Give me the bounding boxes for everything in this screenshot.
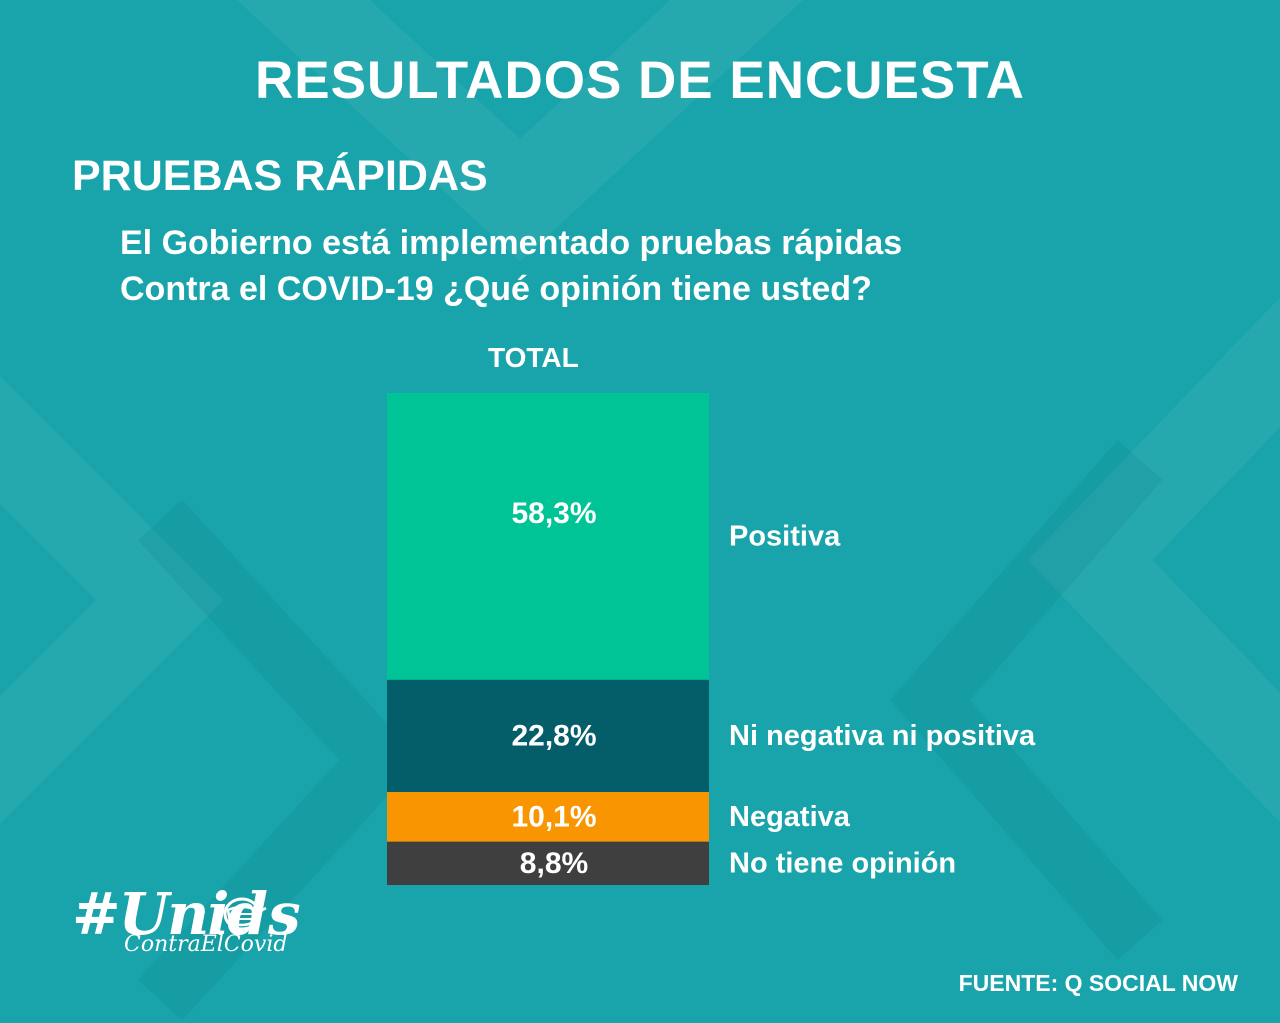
page-title: RESULTADOS DE ENCUESTA: [255, 51, 1025, 110]
bar-segment-ni-negativa-ni-positiva: [387, 679, 709, 793]
legend-label-no-tiene-opinion: No tiene opinión: [729, 847, 956, 879]
data-label-no-tiene-opinion: 8,8%: [520, 847, 588, 880]
data-label-positiva: 58,3%: [511, 497, 596, 530]
face-mask-icon: [217, 897, 267, 931]
legend-label-positiva: Positiva: [729, 520, 841, 552]
chart-subtitle: PRUEBAS RÁPIDAS: [72, 152, 488, 200]
logo-hashtag-end: s: [268, 880, 301, 948]
question-line-1: El Gobierno está implementado pruebas rá…: [120, 224, 903, 262]
category-label-total: TOTAL: [488, 342, 579, 373]
source-note: FUENTE: Q SOCIAL NOW: [958, 970, 1238, 996]
legend-label-ni-negativa-ni-positiva: Ni negativa ni positiva: [729, 720, 1036, 752]
bar-segment-no-tiene-opinion: [387, 841, 709, 885]
question-line-2: Contra el COVID-19 ¿Qué opinión tiene us…: [120, 270, 872, 308]
data-label-negativa: 10,1%: [511, 800, 596, 833]
bar-segment-positiva: [387, 393, 709, 680]
survey-question: El Gobierno está implementado pruebas rá…: [120, 220, 902, 312]
logo-subtitle: ContraElCovid: [124, 932, 288, 957]
legend-label-negativa: Negativa: [729, 801, 851, 833]
bar-segment-negativa: [387, 792, 709, 842]
data-label-ni-negativa-ni-positiva: 22,8%: [511, 719, 596, 752]
unidos-logo: #Unid s ContraElCovid: [72, 880, 302, 970]
